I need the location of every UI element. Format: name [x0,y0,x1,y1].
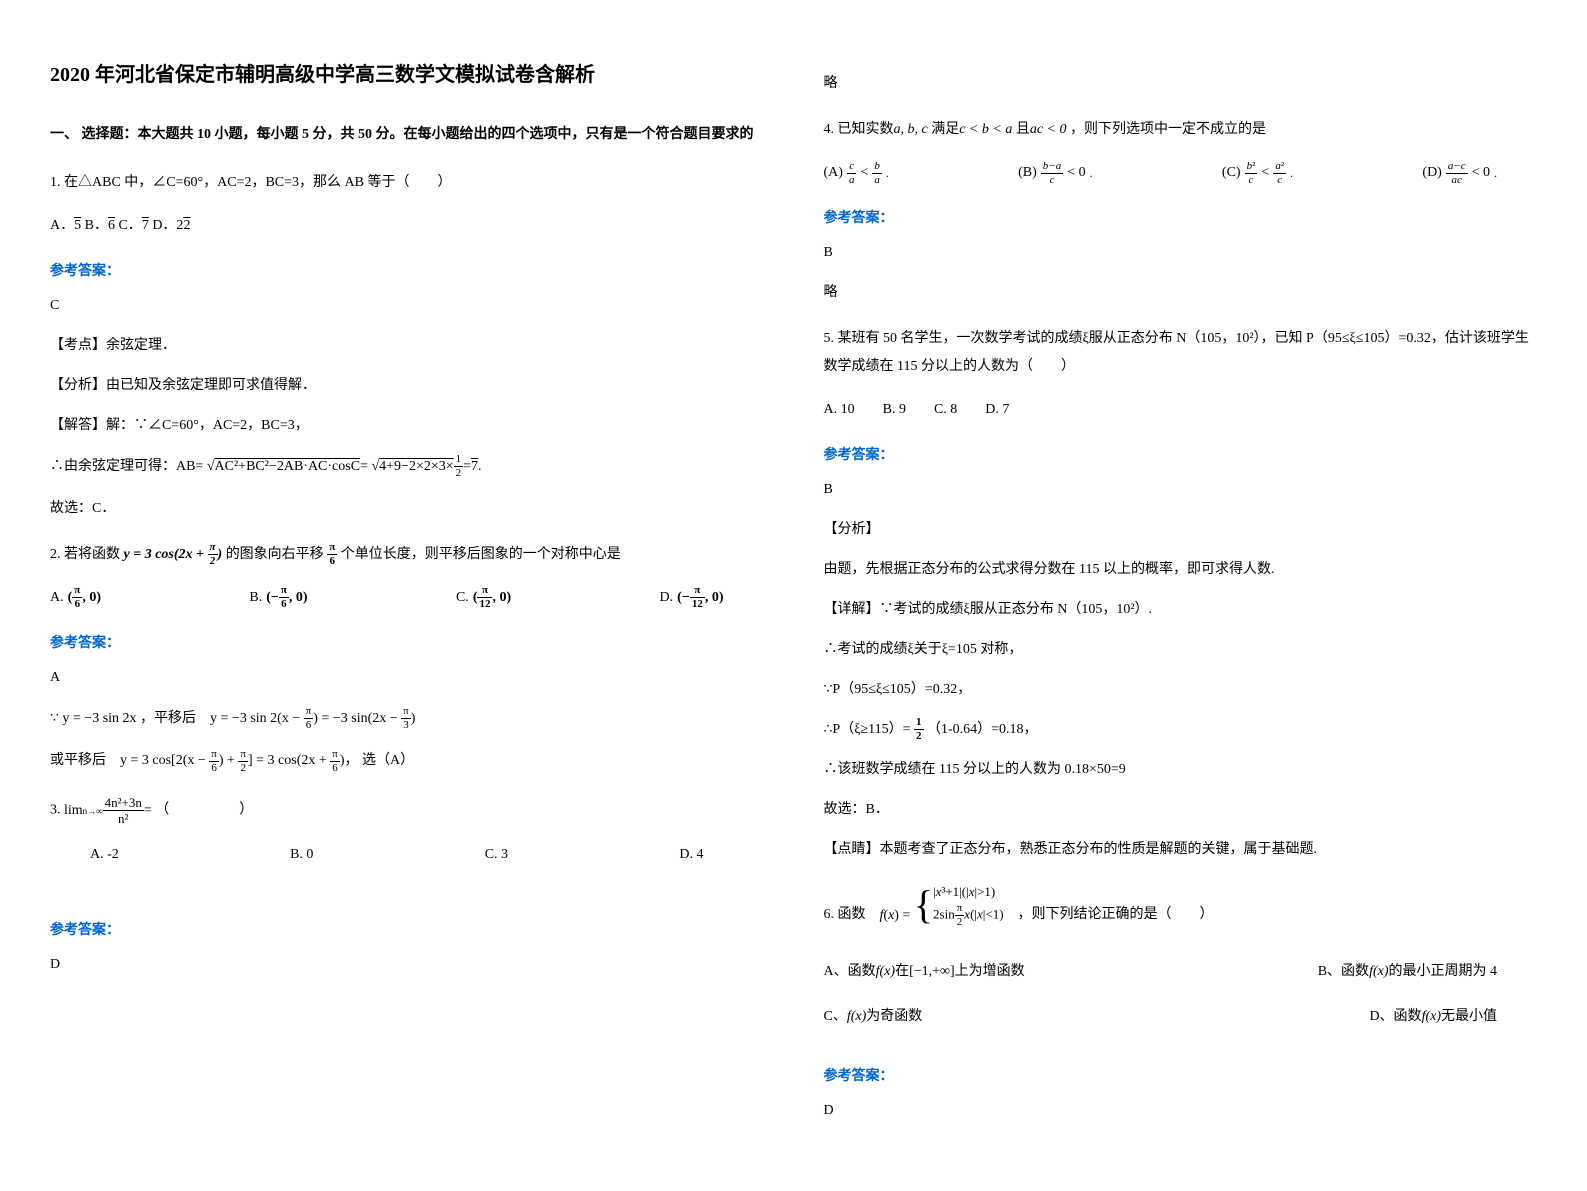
q2-answer-result: A [50,664,764,692]
q4-mid: 满足 [931,122,959,137]
question-5-options: A. 10 B. 9 C. 8 D. 7 [824,395,1538,426]
question-6: 6. 函数 f(x) = { |x³+1|(|x|>1) 2sinπ2x(|x|… [824,882,1538,930]
q6-piecewise: f(x) = { |x³+1|(|x|>1) 2sinπ2x(|x|<1) [880,882,1004,930]
answer-label: 参考答案： [50,260,764,280]
q3-answer-result: D [50,951,764,979]
question-6-options: A、函数f(x)在[−1,+∞]上为增函数 B、函数f(x)的最小正周期为 4 … [824,943,1538,1047]
q2-opt-c: C. (π12, 0) [456,583,511,614]
q4-post: ，则下列选项中一定不成立的是 [1070,122,1266,137]
q5-answer-result: B [824,476,1538,504]
q6-post: ，则下列结论正确的是（ ） [1018,901,1214,929]
q3-opt-a: A. -2 [90,840,119,871]
right-column: 略 4. 已知实数a, b, c 满足c < b < a 且ac < 0 ，则下… [824,60,1538,1131]
q5-analysis: 由题，先根据正态分布的公式求得分数在 115 以上的概率，即可求得人数. [824,556,1538,584]
q6-answer-result: D [824,1097,1538,1125]
question-2: 2. 若将函数 y = 3 cos(2x + π2) 的图象向右平移 π6 个单… [50,541,764,569]
q4-and: 且 [1016,122,1030,137]
answer-label-5: 参考答案： [824,444,1538,464]
q1-opt-a: A．5 [50,218,81,233]
question-3-options: A. -2 B. 0 C. 3 D. 4 [90,840,764,871]
q1-answer-analysis: 【分析】由已知及余弦定理即可求值得解． [50,372,764,400]
q1-formula-pre: ∴由余弦定理可得：AB= [50,459,203,474]
q3-opt-b: B. 0 [290,840,313,871]
q6-opt-d: D、函数f(x)无最小值 [1369,1002,1497,1033]
q5-detail: 【详解】∵考试的成绩ξ服从正态分布 N（105，10²）. [824,596,1538,624]
q5-line2: ∵P（95≤ξ≤105）=0.32， [824,676,1538,704]
question-3: 3. limn→∞ 4n²+3nn² = （ ） [50,795,764,826]
q2-opt-a: A. (π6, 0) [50,583,101,614]
answer-label-6: 参考答案： [824,1065,1538,1085]
q4-opt-c: (C) b²c < a²c. [1222,158,1293,189]
page-container: 2020 年河北省保定市辅明高级中学高三数学文模拟试卷含解析 一、 选择题：本大… [0,0,1587,1191]
question-2-options: A. (π6, 0) B. (−π6, 0) C. (π12, 0) D. (−… [50,583,764,614]
formula-sqrt-2: √4+9−2×2×3×12 [371,459,463,474]
q5-line3-pre: ∴P（ξ≥115）= [824,722,911,737]
q4-opt-a: (A) ca < ba. [824,158,889,189]
q3-paren: （ ） [155,803,253,818]
document-title: 2020 年河北省保定市辅明高级中学高三数学文模拟试卷含解析 [50,60,764,90]
q2-opt-b: B. (−π6, 0) [249,583,307,614]
q1-answer-solve-intro: 【解答】解：∵∠C=60°，AC=2，BC=3， [50,412,764,440]
answer-label-4: 参考答案： [824,207,1538,227]
q5-line3-post: （1-0.64）=0.18， [927,722,1038,737]
q1-conclusion: 故选：C． [50,495,764,523]
q2-work-1: ∵ y = −3 sin 2x ，平移后 y = −3 sin 2(x − π6… [50,704,764,735]
q1-opt-d: D．22 [152,218,190,233]
q2-opt-d: D. (−π12, 0) [660,583,724,614]
q5-point: 【点睛】本题考查了正态分布，熟悉正态分布的性质是解题的关键，属于基础题. [824,836,1538,864]
q1-answer-formula: ∴由余弦定理可得：AB= √AC²+BC²−2AB·AC·cosC= √4+9−… [50,452,764,483]
formula-sqrt-1: √AC²+BC²−2AB·AC·cosC [207,459,360,474]
question-1-options: A．5 B．6 C．7 D．22 [50,211,764,242]
q6-opt-a: A、函数f(x)在[−1,+∞]上为增函数 [824,957,1025,988]
question-1: 1. 在△ABC 中，∠C=60°，AC=2，BC=3，那么 AB 等于（ ） [50,169,764,197]
left-column: 2020 年河北省保定市辅明高级中学高三数学文模拟试卷含解析 一、 选择题：本大… [50,60,764,1131]
section-heading: 一、 选择题：本大题共 10 小题，每小题 5 分，共 50 分。在每小题给出的… [50,122,764,147]
q2-shift: π6 [327,541,337,568]
answer-label-3: 参考答案： [50,919,764,939]
q2-work-2: 或平移后 y = 3 cos[2(x − π6) + π2] = 3 cos(2… [50,746,764,777]
answer-label-2: 参考答案： [50,632,764,652]
q5-line3: ∴P（ξ≥115）= 12 （1-0.64）=0.18， [824,716,1538,744]
q2-post: 的图象向右平移 [226,547,324,562]
q5-line4: ∴该班数学成绩在 115 分以上的人数为 0.18×50=9 [824,756,1538,784]
q4-note: 略 [824,279,1538,307]
question-4-options: (A) ca < ba. (B) b−ac < 0. (C) b²c < a²c… [824,158,1538,189]
q1-opt-c: C．7 [118,218,148,233]
q5-line1: ∴考试的成绩ξ关于ξ=105 对称， [824,636,1538,664]
q1-opt-b: B．6 [85,218,115,233]
q1-answer-result: C [50,292,764,320]
q2-end: 个单位长度，则平移后图象的一个对称中心是 [341,547,621,562]
q4-opt-b: (B) b−ac < 0. [1018,158,1092,189]
q6-pre: 6. 函数 [824,901,866,929]
q4-answer-result: B [824,239,1538,267]
q6-opt-b: B、函数f(x)的最小正周期为 4 [1318,957,1497,988]
q6-opt-c: C、f(x)为奇函数 [824,1002,923,1033]
q2-pre: 2. 若将函数 [50,547,120,562]
one-half-icon: 12 [914,716,924,743]
question-5: 5. 某班有 50 名学生，一次数学考试的成绩ξ服从正态分布 N（105，10²… [824,325,1538,381]
q4-opt-d: (D) a−cac < 0. [1422,158,1497,189]
q1-answer-point: 【考点】余弦定理． [50,332,764,360]
q3-note: 略 [824,70,1538,98]
q5-analysis-label: 【分析】 [824,516,1538,544]
q4-pre: 4. 已知实数 [824,122,894,137]
brace-icon: { [914,885,933,925]
q2-formula: y = 3 cos(2x + π2) [124,547,223,562]
q3-opt-d: D. 4 [679,840,703,871]
q3-opt-c: C. 3 [485,840,508,871]
q5-line5: 故选：B． [824,796,1538,824]
question-4: 4. 已知实数a, b, c 满足c < b < a 且ac < 0 ，则下列选… [824,116,1538,144]
